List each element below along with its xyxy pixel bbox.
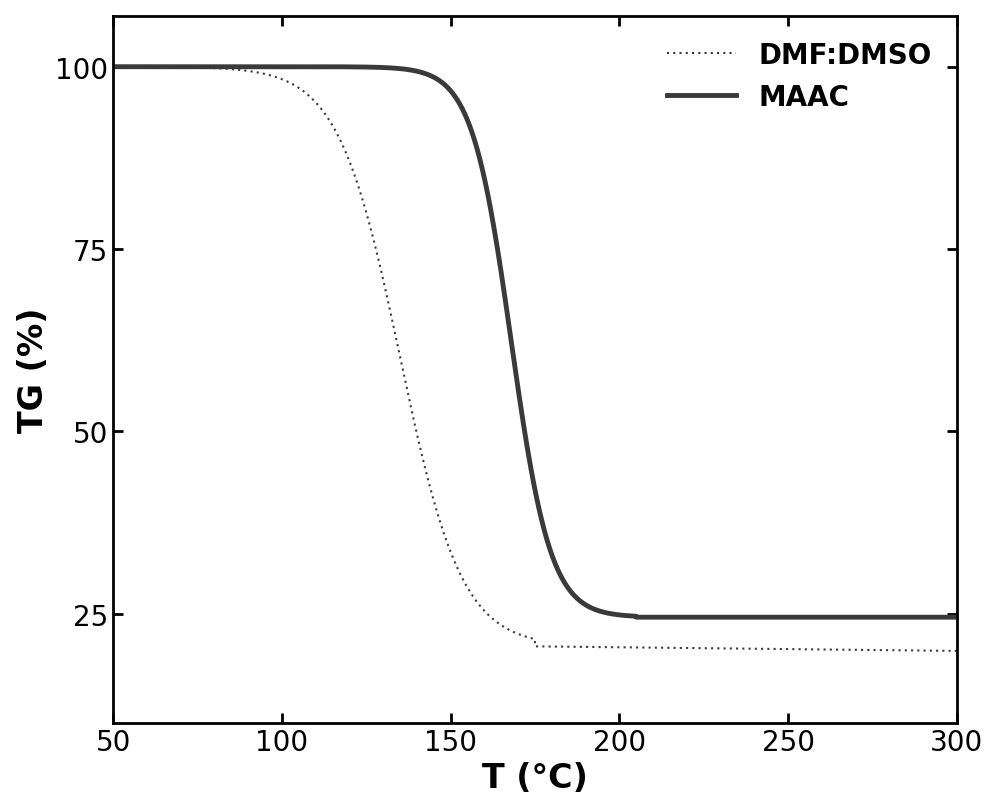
- MAAC: [467, 132, 479, 142]
- MAAC: [431, 75, 443, 84]
- DMF:DMSO: [934, 646, 946, 656]
- DMF:DMSO: [107, 62, 119, 72]
- MAAC: [844, 612, 856, 622]
- DMF:DMSO: [431, 506, 443, 516]
- DMF:DMSO: [467, 592, 479, 602]
- MAAC: [630, 612, 642, 622]
- MAAC: [203, 62, 215, 72]
- DMF:DMSO: [951, 646, 963, 656]
- MAAC: [107, 62, 119, 72]
- Y-axis label: TG (%): TG (%): [17, 307, 50, 432]
- Legend: DMF:DMSO, MAAC: DMF:DMSO, MAAC: [656, 31, 943, 122]
- MAAC: [951, 612, 963, 622]
- MAAC: [253, 62, 265, 72]
- DMF:DMSO: [843, 645, 855, 654]
- Line: MAAC: MAAC: [113, 67, 957, 617]
- MAAC: [934, 612, 946, 622]
- DMF:DMSO: [203, 64, 215, 74]
- Line: DMF:DMSO: DMF:DMSO: [113, 67, 957, 651]
- X-axis label: T (°C): T (°C): [482, 762, 588, 794]
- DMF:DMSO: [253, 69, 265, 79]
